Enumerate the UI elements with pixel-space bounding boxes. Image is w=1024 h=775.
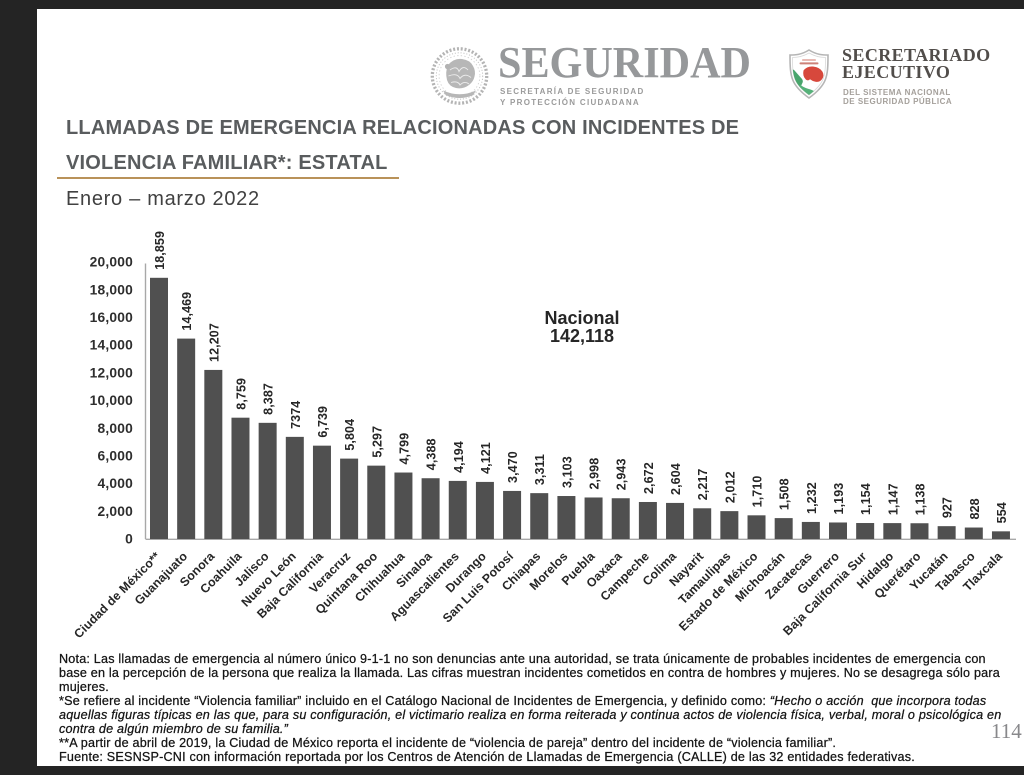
svg-text:7374: 7374 bbox=[289, 401, 303, 429]
svg-text:6,000: 6,000 bbox=[97, 449, 133, 464]
svg-text:4,000: 4,000 bbox=[97, 476, 133, 491]
svg-text:8,000: 8,000 bbox=[97, 421, 133, 436]
svg-text:5,297: 5,297 bbox=[370, 426, 384, 458]
svg-text:3,470: 3,470 bbox=[506, 451, 520, 483]
svg-text:14,000: 14,000 bbox=[90, 338, 134, 353]
svg-text:2,604: 2,604 bbox=[669, 463, 683, 495]
svg-text:2,000: 2,000 bbox=[97, 504, 133, 519]
svg-text:0: 0 bbox=[125, 532, 133, 547]
svg-text:10,000: 10,000 bbox=[90, 393, 134, 408]
svg-text:3,103: 3,103 bbox=[560, 456, 574, 488]
svg-text:1,147: 1,147 bbox=[886, 483, 900, 515]
svg-text:8,759: 8,759 bbox=[234, 378, 248, 410]
svg-text:1,193: 1,193 bbox=[832, 483, 846, 515]
svg-text:12,000: 12,000 bbox=[90, 365, 134, 380]
svg-text:554: 554 bbox=[995, 502, 1009, 523]
svg-text:5,804: 5,804 bbox=[343, 419, 357, 451]
svg-text:2,217: 2,217 bbox=[696, 469, 710, 501]
svg-text:2,012: 2,012 bbox=[723, 471, 737, 503]
svg-text:927: 927 bbox=[941, 497, 955, 518]
svg-text:20,000: 20,000 bbox=[90, 255, 134, 270]
svg-text:2,672: 2,672 bbox=[642, 462, 656, 494]
svg-text:14,469: 14,469 bbox=[180, 292, 194, 331]
svg-text:2,998: 2,998 bbox=[588, 458, 602, 490]
svg-text:6,739: 6,739 bbox=[316, 406, 330, 438]
svg-text:828: 828 bbox=[968, 498, 982, 519]
svg-text:4,799: 4,799 bbox=[397, 433, 411, 465]
svg-text:4,388: 4,388 bbox=[425, 438, 439, 470]
svg-text:1,232: 1,232 bbox=[805, 482, 819, 514]
svg-text:4,194: 4,194 bbox=[452, 441, 466, 473]
svg-text:1,154: 1,154 bbox=[859, 483, 873, 515]
svg-text:1,508: 1,508 bbox=[778, 478, 792, 510]
svg-text:1,710: 1,710 bbox=[751, 476, 765, 508]
svg-text:4,121: 4,121 bbox=[479, 442, 493, 474]
svg-text:1,138: 1,138 bbox=[913, 483, 927, 515]
svg-text:18,859: 18,859 bbox=[153, 231, 167, 270]
svg-text:3,311: 3,311 bbox=[533, 454, 547, 485]
svg-text:16,000: 16,000 bbox=[90, 310, 134, 325]
svg-text:12,207: 12,207 bbox=[207, 323, 221, 362]
svg-text:2,943: 2,943 bbox=[615, 458, 629, 490]
svg-text:8,387: 8,387 bbox=[262, 383, 276, 415]
svg-text:18,000: 18,000 bbox=[90, 282, 134, 297]
